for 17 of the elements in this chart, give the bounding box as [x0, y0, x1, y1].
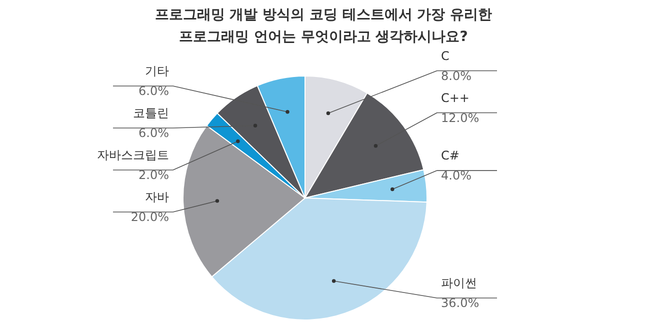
data-label: 8.0%	[441, 68, 472, 83]
slice-label: 자바스크립트	[97, 148, 169, 162]
data-label: 6.0%	[138, 84, 169, 98]
chart-title: 프로그래밍 개발 방식의 코딩 테스트에서 가장 유리한 프로그래밍 언어는 무엇이라고 생각하시나요?	[154, 6, 492, 45]
data-label: 36.0%	[441, 296, 480, 310]
slice-label: 기타	[145, 64, 169, 78]
slice-label: 파이썬	[441, 276, 477, 290]
slice-label: 코틀린	[133, 106, 169, 120]
data-label: 2.0%	[138, 168, 169, 182]
slice-label: C++	[441, 90, 470, 105]
slice-label: C#	[441, 148, 460, 163]
data-label: 4.0%	[441, 168, 472, 183]
data-label: 20.0%	[130, 210, 169, 224]
data-label: 12.0%	[441, 110, 480, 125]
data-label: 6.0%	[138, 126, 169, 140]
slice-label: C	[441, 48, 450, 63]
slice-label: 자바	[145, 190, 169, 204]
